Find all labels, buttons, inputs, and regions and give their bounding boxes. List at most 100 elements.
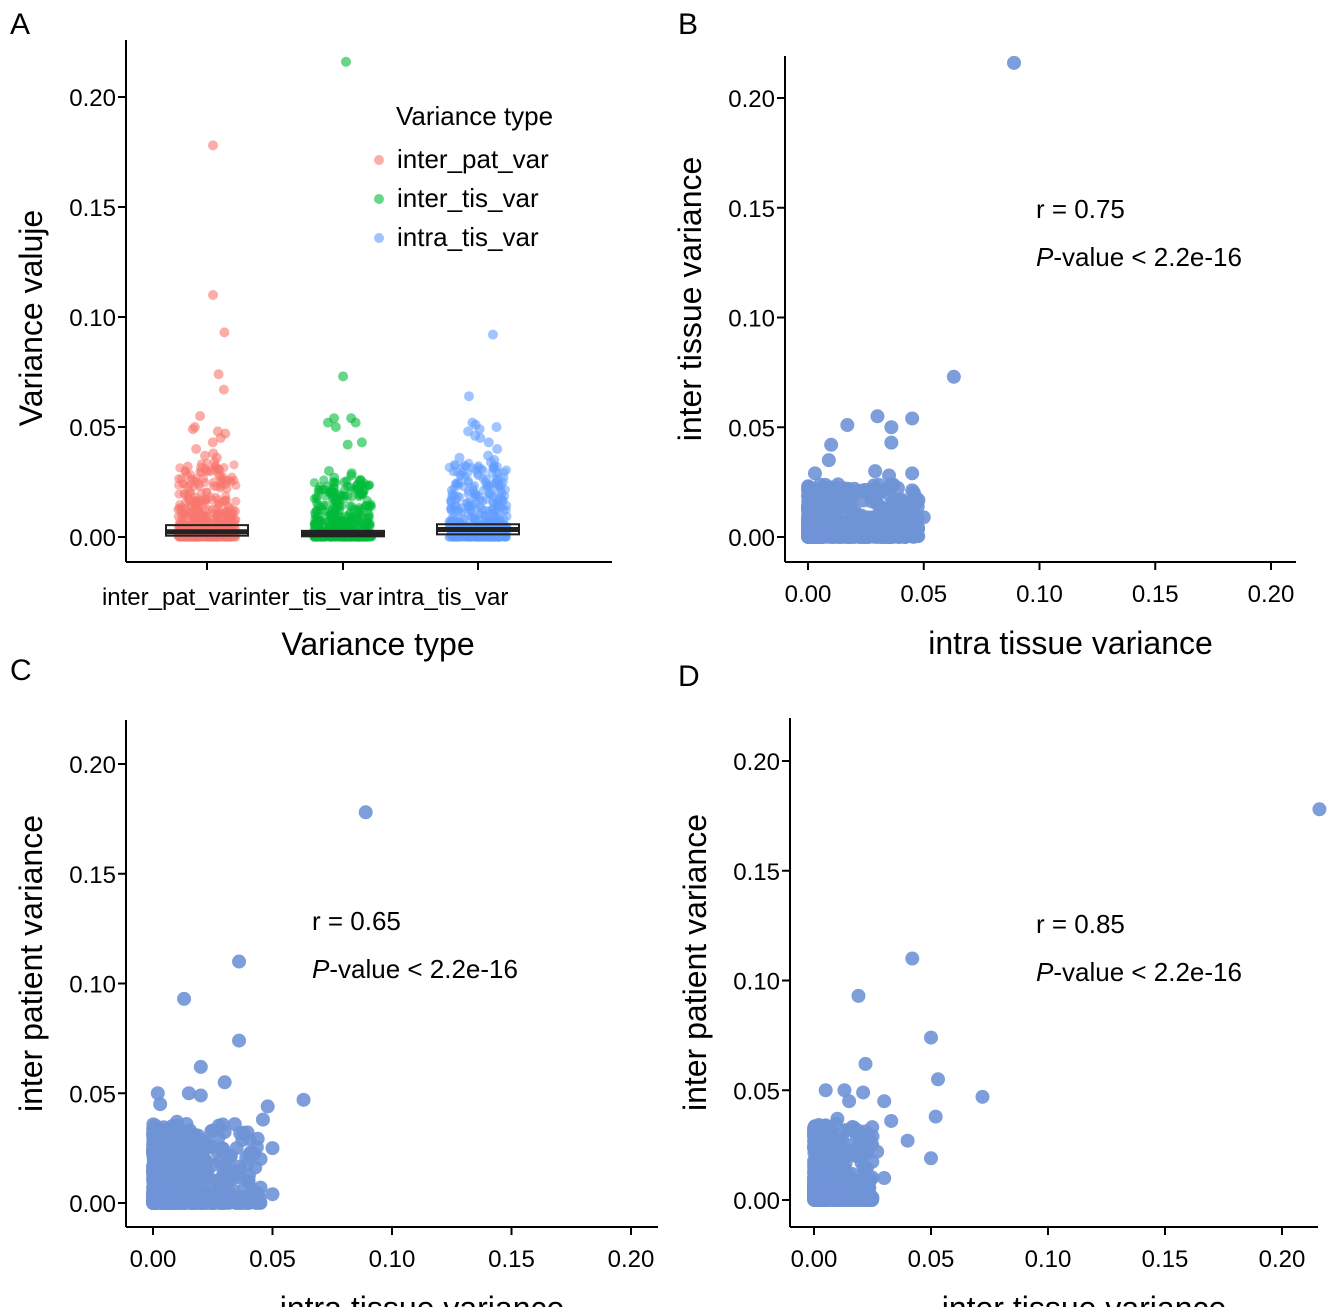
data-point bbox=[480, 513, 490, 523]
data-point bbox=[191, 444, 202, 454]
data-point bbox=[356, 437, 367, 448]
pvalue-italic: P bbox=[1036, 242, 1054, 272]
x-axis-title: Variance type bbox=[281, 626, 474, 662]
data-point bbox=[330, 422, 341, 432]
data-point bbox=[194, 506, 204, 516]
data-point bbox=[186, 1152, 201, 1167]
pvalue-annotation: P-value < 2.2e-16 bbox=[1036, 242, 1242, 272]
correlation-annotation: r = 0.85 bbox=[1036, 909, 1125, 939]
data-point bbox=[165, 1119, 180, 1134]
data-point bbox=[296, 1092, 311, 1107]
data-point bbox=[210, 1144, 225, 1159]
x-tick-label: 0.15 bbox=[488, 1246, 535, 1273]
data-point bbox=[905, 951, 920, 966]
data-point bbox=[838, 1184, 853, 1199]
series-intra_tis_var bbox=[436, 329, 520, 542]
data-point bbox=[317, 505, 327, 515]
panel-label-d: D bbox=[678, 660, 700, 693]
data-point bbox=[146, 1191, 161, 1206]
data-point bbox=[347, 501, 357, 512]
points bbox=[801, 55, 1022, 544]
data-point bbox=[209, 457, 220, 468]
data-point bbox=[187, 510, 198, 520]
data-point bbox=[365, 501, 375, 511]
data-point bbox=[851, 988, 866, 1003]
data-point bbox=[194, 481, 205, 492]
data-point bbox=[801, 503, 816, 518]
data-point bbox=[211, 511, 221, 521]
data-point bbox=[823, 1124, 838, 1139]
data-point bbox=[179, 1116, 194, 1131]
data-point bbox=[229, 460, 239, 470]
y-tick-label: 0.00 bbox=[69, 1191, 116, 1218]
data-point bbox=[310, 507, 320, 518]
data-point bbox=[884, 1113, 899, 1128]
data-point bbox=[196, 462, 206, 472]
panel-label-a: A bbox=[10, 8, 30, 41]
y-axis-title: inter patient variance bbox=[677, 814, 713, 1111]
data-point bbox=[856, 1085, 871, 1100]
y-tick-label: 0.00 bbox=[69, 525, 116, 552]
y-tick-label: 0.15 bbox=[69, 862, 116, 889]
data-point bbox=[232, 954, 247, 969]
data-point bbox=[882, 468, 897, 483]
data-point bbox=[190, 496, 200, 507]
data-point bbox=[858, 519, 873, 534]
legend-title: Variance type bbox=[396, 101, 553, 131]
data-point bbox=[165, 1141, 180, 1156]
panel-b: 0.00 0.00 0.05 0.05 0.10 0.10 0.15 0.15 0.20 0.20… bbox=[672, 55, 1296, 661]
legend: Variance type inter_pat_var inter_tis_vari… bbox=[374, 101, 553, 252]
data-point bbox=[200, 450, 211, 461]
data-point bbox=[840, 494, 855, 509]
data-point bbox=[195, 411, 206, 421]
data-point bbox=[146, 1158, 161, 1173]
x-tick-label: inter_tis_var bbox=[243, 584, 374, 611]
correlation-annotation: r = 0.75 bbox=[1036, 194, 1125, 224]
data-point bbox=[805, 481, 820, 496]
data-point bbox=[198, 532, 208, 542]
pvalue-rest: -value < 2.2e-16 bbox=[1053, 957, 1242, 987]
series-inter_tis_var bbox=[301, 56, 385, 542]
panel-label-b: B bbox=[678, 8, 698, 41]
pvalue-rest: -value < 2.2e-16 bbox=[1053, 242, 1242, 272]
data-point bbox=[207, 437, 218, 448]
data-point bbox=[849, 1149, 864, 1164]
x-tick-label: 0.00 bbox=[130, 1246, 177, 1273]
data-point bbox=[883, 489, 898, 504]
data-point bbox=[487, 329, 498, 340]
pvalue-italic: P bbox=[312, 954, 330, 984]
data-point bbox=[863, 1172, 878, 1187]
data-point bbox=[231, 496, 241, 506]
data-point bbox=[358, 489, 368, 499]
data-point bbox=[148, 1132, 163, 1147]
pvalue-italic: P bbox=[1036, 957, 1054, 987]
data-point bbox=[871, 477, 886, 492]
x-axis-title: intra tissue variance bbox=[280, 1290, 565, 1307]
data-point bbox=[492, 444, 503, 454]
data-point bbox=[340, 485, 350, 495]
y-axis-title: inter patient variance bbox=[13, 815, 49, 1112]
data-point bbox=[215, 483, 225, 493]
data-point bbox=[900, 1133, 915, 1148]
data-point bbox=[213, 369, 224, 380]
data-point bbox=[350, 417, 361, 428]
data-point bbox=[191, 1128, 206, 1143]
data-point bbox=[218, 384, 229, 395]
data-point bbox=[311, 492, 321, 502]
y-tick-label: 0.00 bbox=[733, 1188, 780, 1215]
data-point bbox=[326, 486, 336, 496]
data-point bbox=[814, 490, 829, 505]
data-point bbox=[339, 477, 350, 487]
data-point bbox=[458, 514, 469, 524]
data-point bbox=[831, 477, 846, 492]
data-point bbox=[329, 511, 339, 522]
data-point bbox=[837, 1083, 852, 1098]
data-point bbox=[364, 510, 374, 520]
data-point bbox=[312, 517, 322, 528]
x-tick-label: 0.10 bbox=[369, 1246, 416, 1273]
data-point bbox=[357, 511, 367, 521]
data-point bbox=[447, 489, 457, 499]
data-point bbox=[847, 481, 862, 496]
